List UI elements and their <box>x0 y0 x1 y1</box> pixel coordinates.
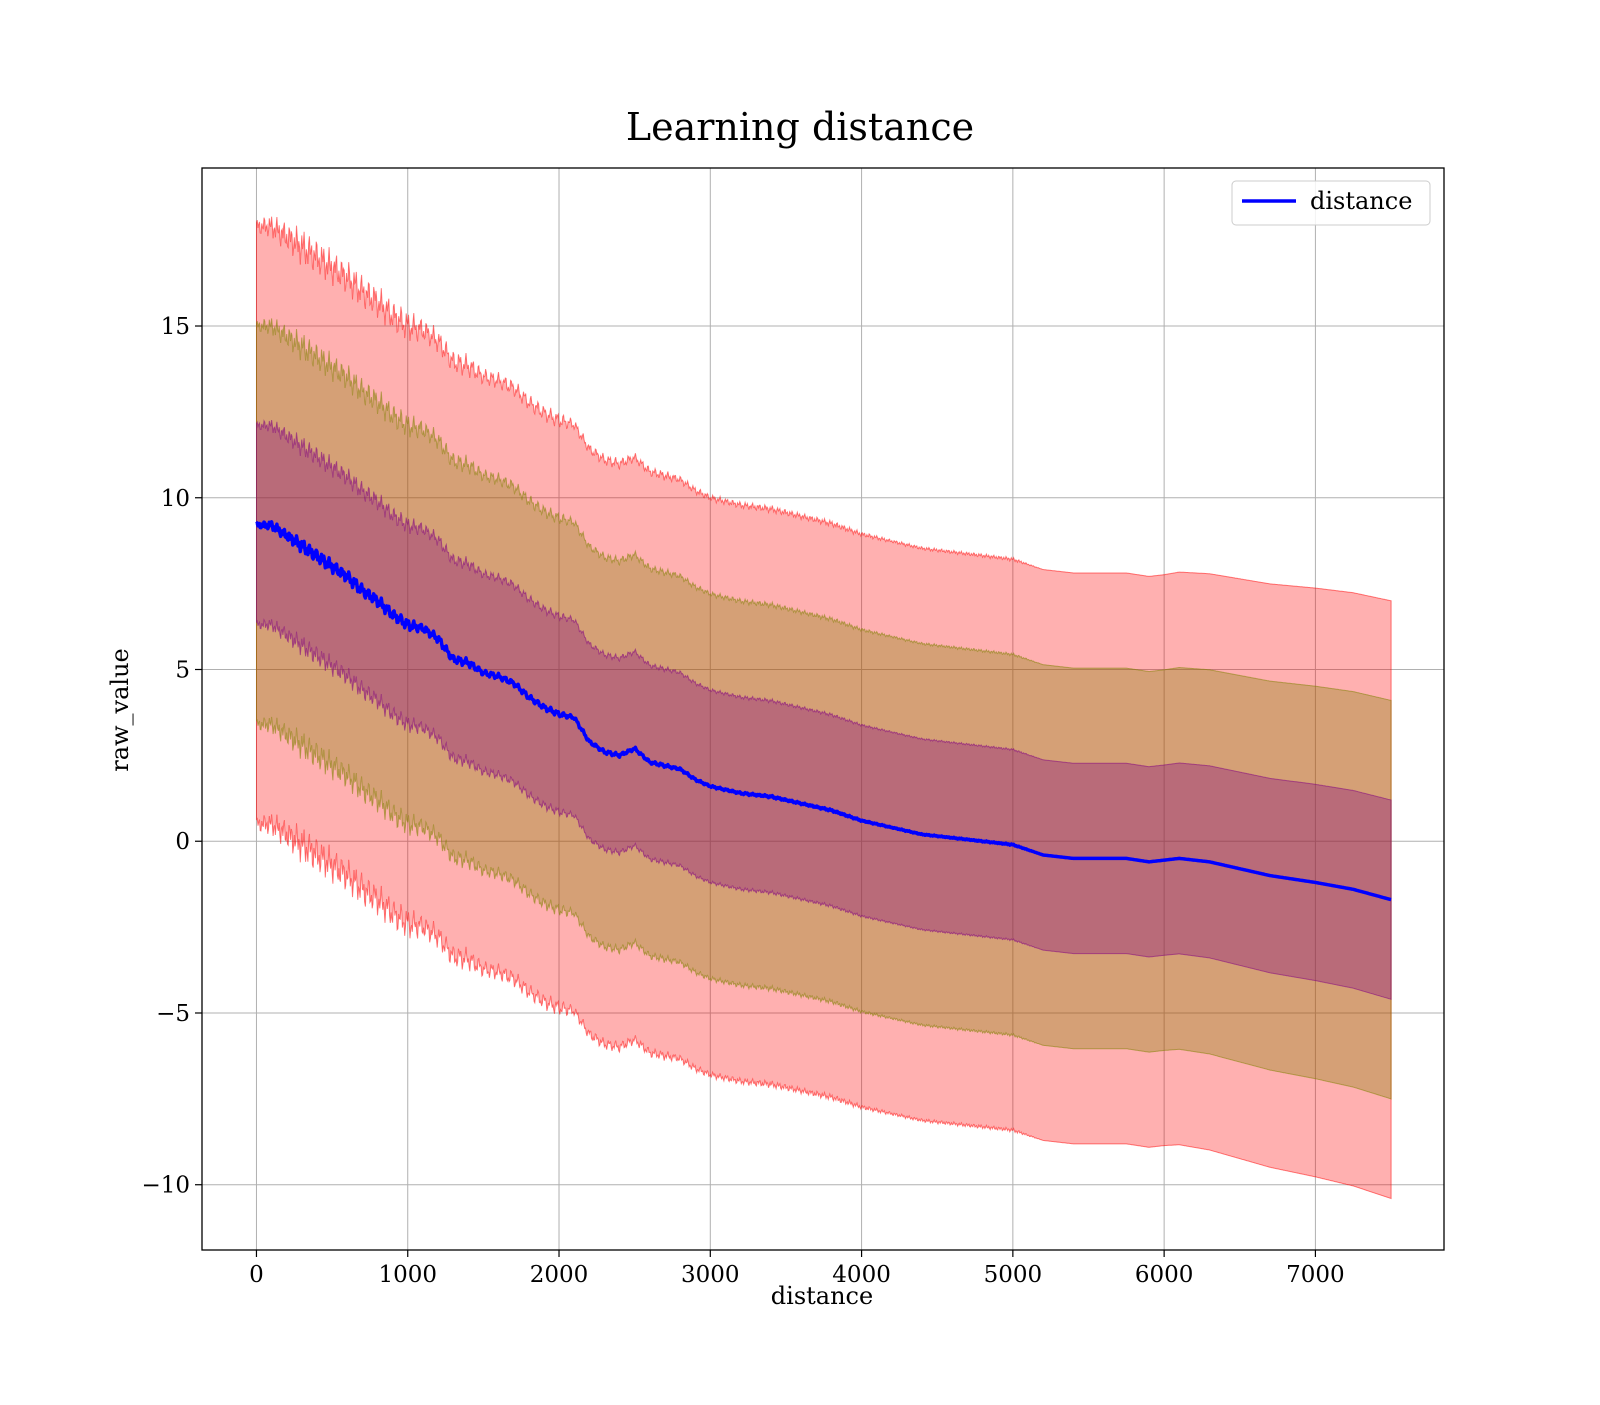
sigma-band-2 <box>256 318 1392 1100</box>
x-tick-label: 2000 <box>530 1262 589 1288</box>
legend: distance <box>1231 180 1431 226</box>
x-tick-label: 1000 <box>378 1262 437 1288</box>
y-axis-label: raw_value <box>106 648 134 772</box>
y-tick-label: −5 <box>156 1001 190 1027</box>
x-tick-label: 7000 <box>1286 1262 1345 1288</box>
x-tick-label: 0 <box>249 1262 264 1288</box>
sigma-band-1 <box>256 419 1392 1001</box>
plot-area: 0 1000 2000 3000 4000 5000 6000 7000 −10 −5 0 5 10 15… <box>141 167 1445 1288</box>
sigma-band-3 <box>256 216 1392 1200</box>
x-tick-label: 6000 <box>1135 1262 1194 1288</box>
x-tick-label: 3000 <box>681 1262 740 1288</box>
y-tick-label: 15 <box>161 314 190 340</box>
y-tick-label: 0 <box>175 829 190 855</box>
legend-label-distance: distance <box>1310 187 1412 215</box>
y-tick-label: 5 <box>175 657 190 683</box>
x-tick-label: 5000 <box>984 1262 1043 1288</box>
legend-box <box>1231 180 1431 226</box>
series-line-distance <box>255 520 1393 902</box>
chart-title: Learning distance <box>626 105 974 149</box>
x-tick-label: 4000 <box>832 1262 891 1288</box>
x-axis-label: distance <box>771 1282 873 1310</box>
y-tick-label: −10 <box>141 1173 190 1199</box>
y-tick-label: 10 <box>161 486 190 512</box>
axes-frame <box>201 167 1445 1251</box>
